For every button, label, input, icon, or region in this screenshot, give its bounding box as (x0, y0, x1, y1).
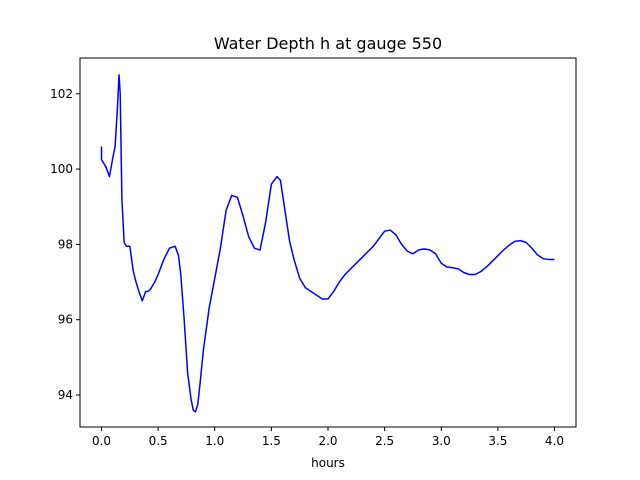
y-axis: 94 96 98 100 102 (50, 87, 80, 402)
y-tick-label: 98 (58, 237, 73, 251)
x-tick-label: 4.0 (545, 434, 564, 448)
x-tick-label: 3.5 (488, 434, 507, 448)
y-tick-label: 96 (58, 313, 73, 327)
series-layer (100, 74, 555, 413)
y-tick-label: 102 (50, 87, 73, 101)
y-tick-label: 100 (50, 162, 73, 176)
x-tick-label: 1.5 (262, 434, 281, 448)
series-line-0 (100, 74, 555, 413)
x-tick-label: 0.0 (92, 434, 111, 448)
x-axis-label: hours (311, 456, 345, 470)
chart-title: Water Depth h at gauge 550 (214, 34, 442, 53)
x-tick-label: 2.0 (318, 434, 337, 448)
x-tick-label: 0.5 (149, 434, 168, 448)
y-tick-label: 94 (58, 388, 73, 402)
x-axis: 0.0 0.5 1.0 1.5 2.0 2.5 3.0 3.5 4.0 (92, 427, 564, 448)
x-tick-label: 2.5 (375, 434, 394, 448)
x-tick-label: 3.0 (432, 434, 451, 448)
x-tick-label: 1.0 (205, 434, 224, 448)
plot-area (80, 58, 576, 427)
